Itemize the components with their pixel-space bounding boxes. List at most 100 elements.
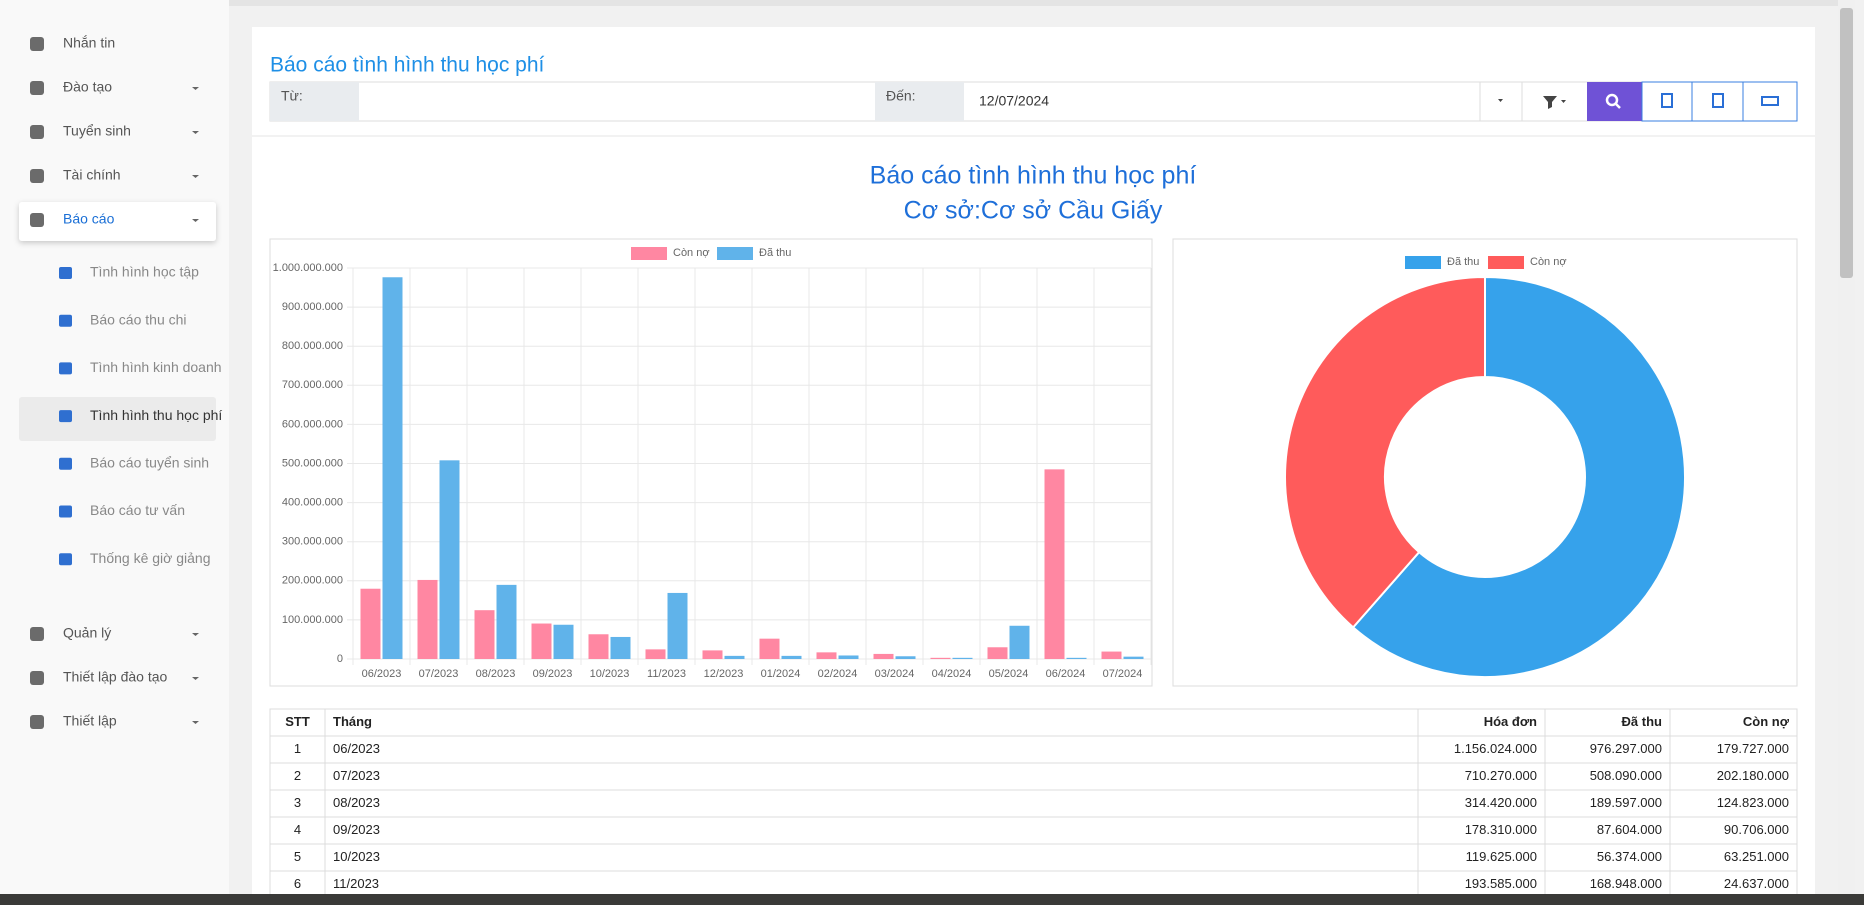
submenu-item[interactable]: Báo cáo tư vấn	[90, 502, 185, 518]
table-header: Tháng	[333, 714, 372, 729]
legend-label: Đã thu	[1447, 256, 1479, 268]
desktop-strip	[0, 894, 1864, 905]
submenu-icon	[59, 314, 72, 327]
x-tick-label: 09/2023	[533, 668, 573, 680]
page-title: Báo cáo tình hình thu học phí	[270, 54, 545, 77]
filter-box	[269, 81, 1798, 122]
submenu-item[interactable]: Tình hình học tập	[90, 264, 199, 280]
table-cell	[324, 816, 1419, 845]
table-cell	[269, 735, 326, 764]
table-header: Đã thu	[1622, 714, 1663, 729]
y-tick-label: 900.000.000	[282, 301, 343, 313]
table-cell-text: 976.297.000	[1590, 741, 1662, 756]
table-cell	[269, 816, 326, 845]
report-subtitle: Cơ sở:Cơ sở Cầu Giấy	[904, 197, 1163, 225]
x-tick-label: 04/2024	[932, 668, 972, 680]
export-buttons[interactable]	[1641, 81, 1798, 122]
excel-button[interactable]	[1712, 93, 1724, 108]
scrollbar-thumb[interactable]	[1840, 8, 1853, 278]
bar-chart-box	[269, 238, 1153, 687]
menu-caret	[192, 87, 199, 90]
legend-swatch	[717, 247, 753, 260]
menu-item[interactable]: Báo cáo	[63, 211, 115, 227]
menu-item[interactable]: Tuyển sinh	[63, 123, 131, 139]
table-cell-text: 10/2023	[333, 849, 380, 864]
submenu-item[interactable]: Báo cáo tuyển sinh	[90, 455, 209, 471]
menu-item[interactable]: Quản lý	[63, 625, 111, 641]
table-cell-text: 09/2023	[333, 822, 380, 837]
table-cell-text: 189.597.000	[1590, 795, 1662, 810]
filter-bar	[269, 81, 1798, 122]
filter-button[interactable]	[1543, 96, 1566, 109]
x-tick-label: 07/2023	[419, 668, 459, 680]
submenu-item[interactable]: Báo cáo thu chi	[90, 311, 187, 327]
table-cell-text: 07/2023	[333, 768, 380, 783]
menu-item[interactable]: Tài chính	[63, 167, 121, 183]
menu-item[interactable]: Nhắn tin	[63, 35, 115, 51]
from-label-box	[270, 82, 359, 121]
y-tick-label: 300.000.000	[282, 536, 343, 548]
submenu-item[interactable]: Tình hình thu học phí	[90, 407, 222, 423]
x-tick-label: 02/2024	[818, 668, 858, 680]
bar	[838, 655, 859, 659]
submenu-icon	[59, 505, 72, 518]
legend-swatch	[1488, 256, 1524, 269]
table-cell-text: 1.156.024.000	[1454, 741, 1537, 756]
submenu-item[interactable]: Thống kê giờ giảng	[90, 550, 210, 566]
table-cell-text: 124.823.000	[1717, 795, 1789, 810]
menu-caret	[192, 131, 199, 134]
table-cell-text: 710.270.000	[1465, 768, 1537, 783]
active-menu-bg	[19, 202, 216, 241]
table-cell-text: 90.706.000	[1724, 822, 1789, 837]
bar	[1044, 469, 1065, 659]
to-label: Đến:	[886, 88, 916, 104]
table-cell-text: 168.948.000	[1590, 876, 1662, 891]
bar	[531, 623, 552, 659]
table-cell-text: 508.090.000	[1590, 768, 1662, 783]
table-cell	[324, 870, 1419, 899]
table-cell-text: 119.625.000	[1466, 849, 1537, 864]
to-label-box	[875, 82, 964, 121]
bar	[439, 460, 460, 659]
submenu-icon	[59, 553, 72, 566]
legend-label: Còn nợ	[1530, 256, 1567, 268]
table-cell-text: 4	[294, 822, 301, 837]
table-header: Hóa đơn	[1484, 714, 1537, 729]
x-tick-label: 07/2024	[1103, 668, 1143, 680]
menu-icon	[30, 169, 44, 183]
table-cell	[1544, 870, 1671, 899]
print-button[interactable]	[1761, 96, 1779, 106]
search-button[interactable]	[1587, 82, 1642, 121]
x-tick-label: 05/2024	[989, 668, 1029, 680]
submenu-item[interactable]: Tình hình kinh doanh	[90, 359, 222, 375]
table-cell-text: 6	[294, 876, 301, 891]
menu-icon	[30, 627, 44, 641]
table-cell-text: 314.420.000	[1465, 795, 1537, 810]
bar	[702, 650, 723, 659]
dropdown-button[interactable]	[1498, 99, 1503, 102]
table-cell	[1417, 789, 1546, 818]
table-header: STT	[285, 714, 310, 729]
menu-icon	[30, 671, 44, 685]
to-date-input[interactable]: 12/07/2024	[979, 93, 1049, 109]
menu-item[interactable]: Thiết lập đào tạo	[63, 669, 168, 685]
table-cell	[1417, 708, 1546, 737]
word-button[interactable]	[1661, 93, 1673, 108]
bar	[360, 588, 381, 659]
bar	[759, 638, 780, 659]
table-cell	[1544, 762, 1671, 791]
y-tick-label: 600.000.000	[282, 418, 343, 430]
bar	[781, 655, 802, 659]
y-tick-label: 800.000.000	[282, 340, 343, 352]
menu-item[interactable]: Thiết lập	[63, 713, 117, 729]
bar	[930, 657, 951, 659]
bar	[645, 649, 666, 659]
menu-caret	[192, 175, 199, 178]
bar	[724, 655, 745, 659]
table-cell-text: 63.251.000	[1724, 849, 1789, 864]
menu-item[interactable]: Đào tạo	[63, 79, 112, 95]
bar	[1101, 651, 1122, 659]
table-cell	[324, 843, 1419, 872]
